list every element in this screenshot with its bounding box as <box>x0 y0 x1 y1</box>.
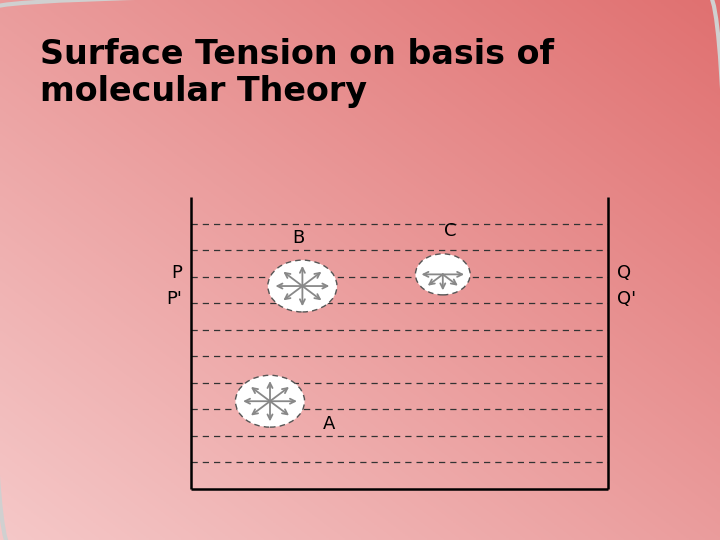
Circle shape <box>235 375 305 427</box>
Circle shape <box>415 254 470 295</box>
Text: Q': Q' <box>617 290 636 308</box>
Circle shape <box>268 260 337 312</box>
Text: P': P' <box>166 290 182 308</box>
Text: C: C <box>444 222 456 240</box>
Text: B: B <box>292 228 305 247</box>
Text: Surface Tension on basis of
molecular Theory: Surface Tension on basis of molecular Th… <box>40 38 554 107</box>
Text: Q: Q <box>617 264 631 282</box>
Text: P: P <box>171 264 182 282</box>
Text: A: A <box>323 415 335 434</box>
